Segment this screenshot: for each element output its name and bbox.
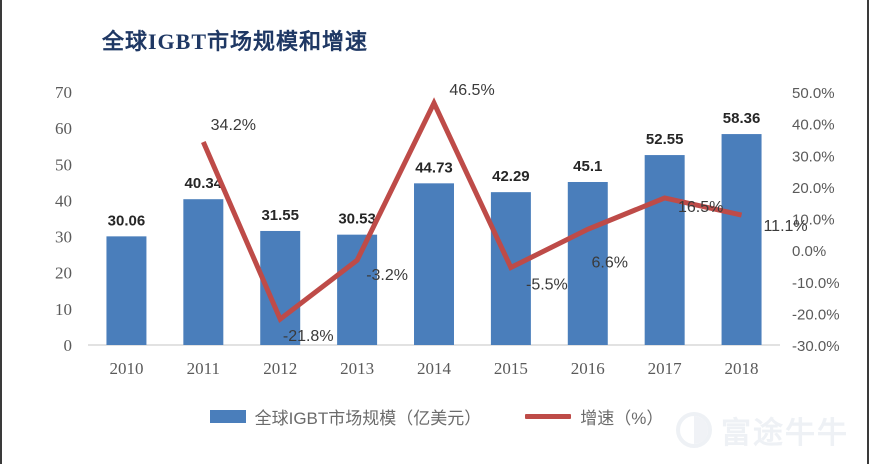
legend-item-line-series: 增速（%） — [525, 404, 663, 429]
line-value-label: 34.2% — [211, 117, 256, 134]
legend-swatch-bar-icon — [209, 410, 246, 423]
y-axis-right-tick: 40.0% — [792, 117, 835, 134]
bar-value-label: 45.1 — [573, 158, 602, 175]
x-axis-tick: 2014 — [417, 359, 452, 378]
y-axis-right-tick: 10.0% — [792, 212, 835, 229]
chart-legend: 全球IGBT市场规模（亿美元） 增速（%） — [2, 404, 867, 429]
y-axis-left-tick: 10 — [55, 300, 72, 319]
x-axis-tick: 2016 — [571, 359, 605, 378]
bar-value-label: 42.29 — [492, 168, 530, 185]
bar-value-label: 44.73 — [415, 159, 453, 176]
y-axis-left-tick: 20 — [55, 264, 72, 283]
bar — [106, 236, 147, 345]
bar — [183, 199, 224, 345]
bar — [414, 183, 454, 345]
x-axis-tick: 2010 — [109, 359, 143, 378]
x-axis-tick: 2013 — [340, 359, 374, 378]
line-value-label: 46.5% — [449, 82, 494, 99]
bar — [721, 134, 762, 345]
line-value-label: 6.6% — [592, 254, 628, 271]
bar-value-label: 58.36 — [723, 110, 761, 127]
chart-plot-area: 0 10 20 30 40 50 60 70 -30.0% -20.0% -10.0% 0.0% 10.… — [55, 82, 840, 378]
y-axis-right-tick: -10.0% — [792, 275, 840, 292]
line-value-label: -5.5% — [526, 277, 568, 294]
y-axis-right-tick: 0.0% — [792, 243, 826, 260]
bar-value-label: 52.55 — [646, 131, 684, 148]
x-axis-tick: 2015 — [494, 359, 528, 378]
y-axis-left-tick: 40 — [55, 191, 72, 210]
x-axis-tick: 2017 — [648, 359, 683, 378]
y-axis-right-tick: 30.0% — [792, 148, 835, 165]
y-axis-left-tick: 50 — [55, 155, 72, 174]
y-axis-right-tick: 50.0% — [792, 85, 835, 102]
y-axis-right-tick: -20.0% — [792, 306, 840, 323]
y-axis-right-tick: -30.0% — [792, 338, 840, 355]
x-axis-tick: 2011 — [187, 359, 220, 378]
legend-label-bar-series: 全球IGBT市场规模（亿美元） — [254, 409, 482, 428]
legend-item-bar-series: 全球IGBT市场规模（亿美元） — [209, 404, 482, 429]
x-axis-tick: 2018 — [725, 359, 759, 378]
bar-value-label: 30.53 — [338, 211, 376, 228]
bar-value-label: 31.55 — [261, 207, 299, 224]
line-value-label: -21.8% — [283, 328, 334, 345]
chart-title: 全球IGBT市场规模和增速 — [102, 29, 369, 54]
line-series-path — [201, 97, 743, 323]
legend-swatch-line-icon — [525, 414, 572, 419]
x-axis-tick: 2012 — [263, 359, 297, 378]
bar — [337, 234, 378, 345]
y-axis-right-tick: 20.0% — [792, 180, 835, 197]
legend-label-line-series: 增速（%） — [580, 409, 664, 428]
bar — [567, 181, 608, 345]
line-value-label: 16.5% — [678, 199, 723, 216]
y-axis-left-tick: 60 — [55, 119, 72, 138]
y-axis-left-tick: 30 — [55, 228, 72, 247]
bar-value-label: 40.34 — [185, 175, 223, 192]
y-axis-left-tick: 70 — [55, 83, 72, 102]
y-axis-left-tick: 0 — [64, 336, 73, 355]
line-value-label: 11.1% — [763, 218, 807, 235]
bar — [644, 155, 685, 345]
bar-value-label: 30.06 — [108, 212, 146, 229]
line-value-label: -3.2% — [366, 267, 408, 284]
